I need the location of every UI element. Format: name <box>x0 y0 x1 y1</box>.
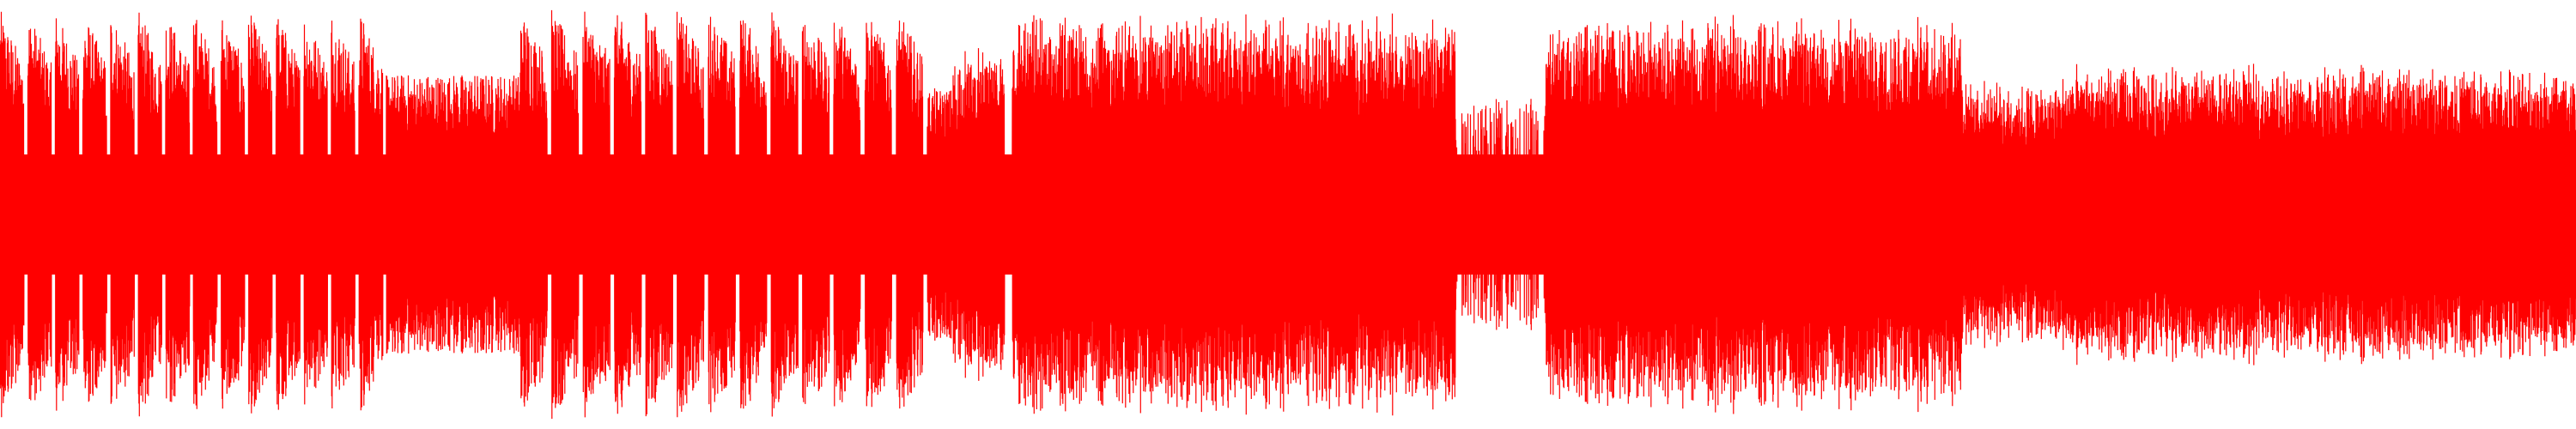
waveform-core-band <box>0 154 2576 275</box>
